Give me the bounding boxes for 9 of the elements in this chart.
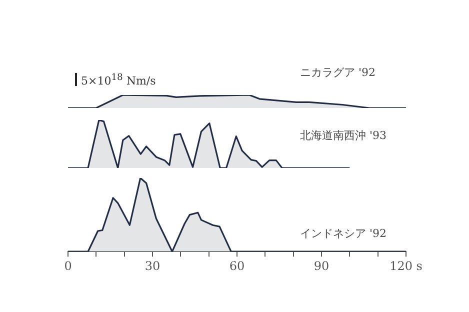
text: ニカラグア '92 [300,66,376,79]
x-tick-label: 90 [314,258,330,273]
x-tick-label: 120 s [390,258,422,273]
text: 5×10$^{18}$ Nm/s [81,72,156,88]
text: 北海道南西沖 '93 [300,128,387,142]
x-tick-label: 60 [229,258,245,273]
series-label: インドネシア '92 [300,226,387,240]
x-tick-label: 30 [144,258,160,273]
x-tick-label: 0 [64,258,72,273]
